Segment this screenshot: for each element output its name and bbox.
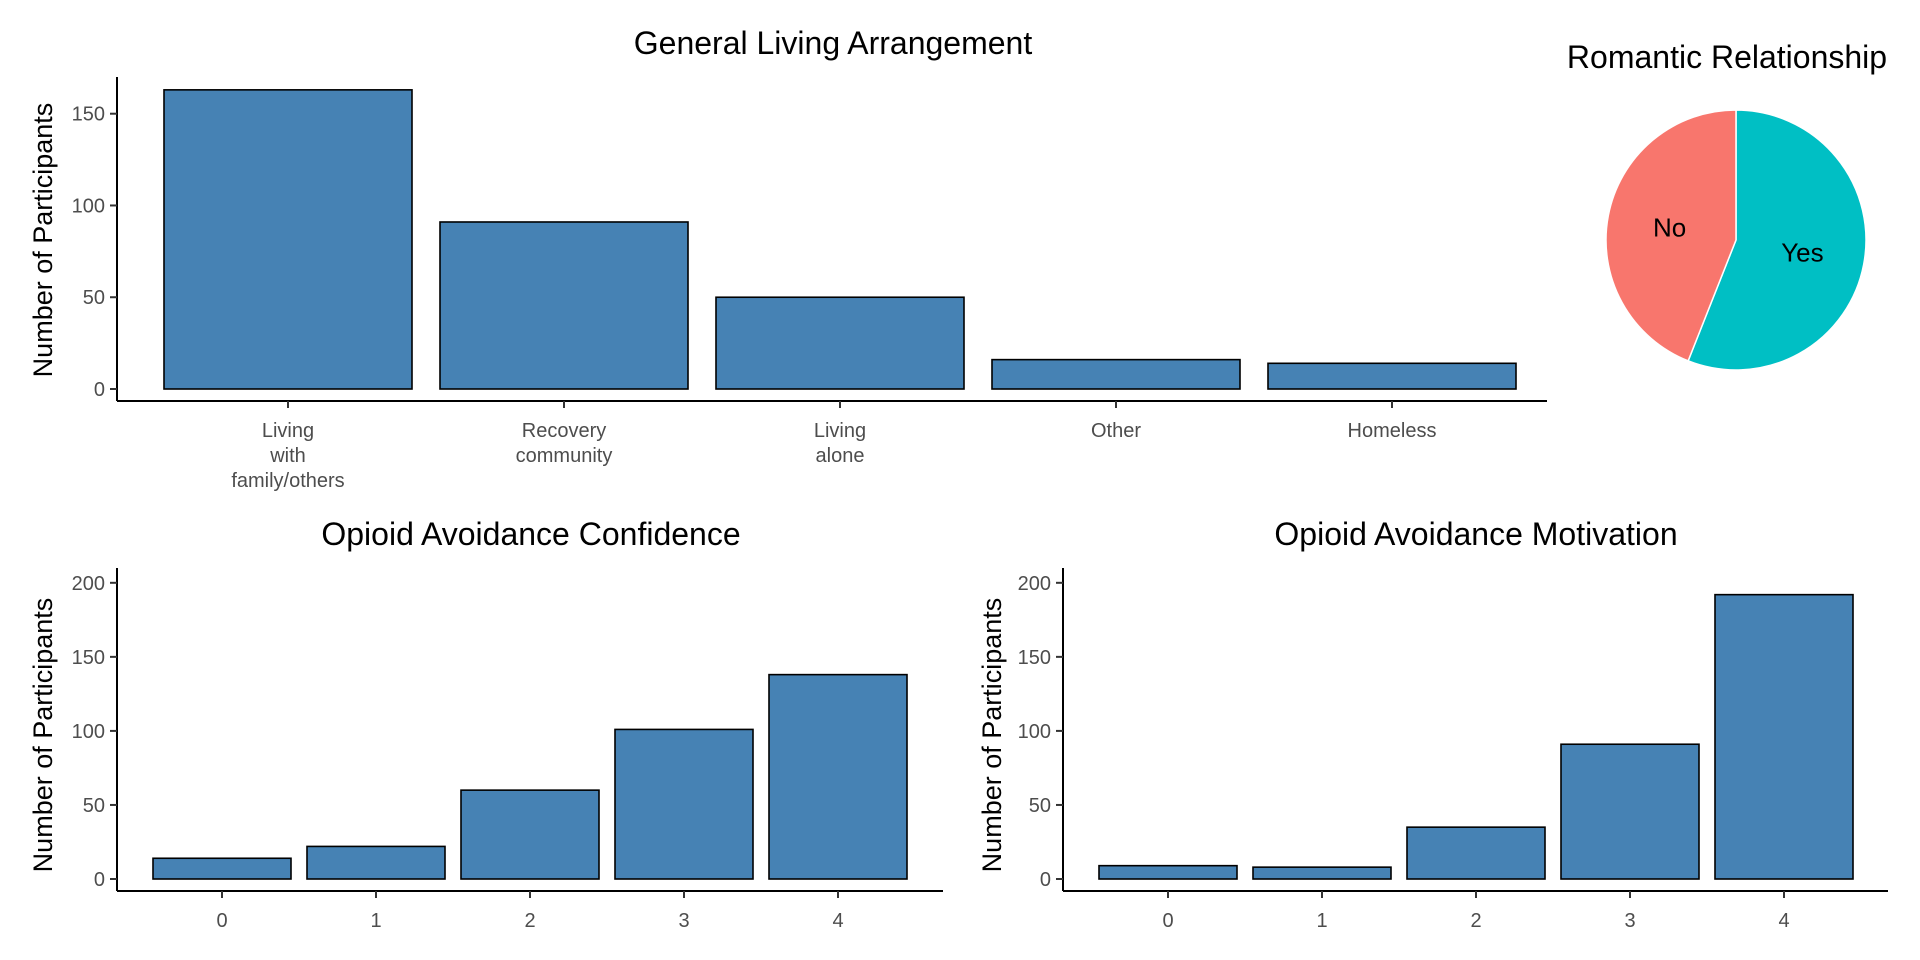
pie-label-yes: Yes bbox=[1781, 238, 1823, 268]
chart-title-motivation: Opioid Avoidance Motivation bbox=[1274, 516, 1677, 552]
y-tick-label: 0 bbox=[94, 379, 105, 401]
x-tick-label: Living alone bbox=[814, 420, 866, 467]
x-tick-label: Other bbox=[1091, 420, 1141, 442]
pie-area-romantic: Yes No bbox=[1605, 109, 1867, 371]
bar-confidence-3 bbox=[614, 728, 754, 880]
pie-slice-yes bbox=[1687, 109, 1867, 371]
x-tick-label: Recovery community bbox=[516, 420, 613, 467]
chart-title-confidence: Opioid Avoidance Confidence bbox=[321, 516, 740, 552]
plot-area-living: 0 50 100 150 Living with family/others Recovery… bbox=[72, 77, 1547, 492]
bar-motivation-1 bbox=[1252, 866, 1392, 880]
y-tick-label: 0 bbox=[94, 869, 105, 891]
y-tick-label: 0 bbox=[1040, 869, 1051, 891]
chart-title-romantic: Romantic Relationship bbox=[1567, 39, 1887, 75]
y-tick-label: 100 bbox=[1018, 721, 1051, 743]
pie-slice-no bbox=[1605, 109, 1737, 362]
x-tick-label: 3 bbox=[678, 910, 689, 932]
bar-confidence-2 bbox=[460, 789, 600, 880]
x-tick-label: Living with family/others bbox=[231, 420, 344, 492]
plot-area-confidence: 0 50 100 150 200 0 1 2 3 4 bbox=[72, 568, 943, 932]
bar-living-4 bbox=[1267, 362, 1517, 390]
y-tick-label: 200 bbox=[72, 573, 105, 595]
bar-confidence-0 bbox=[152, 857, 292, 880]
y-axis-label-motivation: Number of Participants bbox=[977, 598, 1007, 873]
y-tick-label: 50 bbox=[1029, 795, 1051, 817]
y-tick-label: 150 bbox=[1018, 647, 1051, 669]
x-tick-label: 4 bbox=[1778, 910, 1789, 932]
y-tick-label: 200 bbox=[1018, 573, 1051, 595]
y-tick-label: 50 bbox=[83, 795, 105, 817]
x-tick-label: 0 bbox=[1162, 910, 1173, 932]
y-tick-label: 150 bbox=[72, 647, 105, 669]
pie-label-no: No bbox=[1653, 212, 1686, 242]
bar-motivation-2 bbox=[1406, 826, 1546, 880]
y-tick-label: 50 bbox=[83, 287, 105, 309]
x-tick-label: 2 bbox=[524, 910, 535, 932]
bar-living-3 bbox=[991, 358, 1241, 390]
y-axis-label-living: Number of Participants bbox=[28, 103, 58, 378]
x-tick-label: 1 bbox=[1316, 910, 1327, 932]
bar-living-2 bbox=[715, 296, 965, 390]
bar-motivation-4 bbox=[1714, 593, 1854, 880]
y-tick-label: 100 bbox=[72, 721, 105, 743]
chart-title-living: General Living Arrangement bbox=[634, 25, 1033, 61]
bar-living-0 bbox=[163, 89, 413, 390]
x-tick-label: Homeless bbox=[1348, 420, 1437, 442]
x-tick-label: 2 bbox=[1470, 910, 1481, 932]
panel-romantic-relationship: Romantic Relationship Yes No bbox=[1567, 39, 1887, 371]
x-tick-label: 3 bbox=[1624, 910, 1635, 932]
bar-confidence-4 bbox=[768, 673, 908, 880]
panel-living-arrangement: General Living Arrangement Number of Par… bbox=[28, 25, 1547, 492]
bar-living-1 bbox=[439, 221, 689, 390]
y-axis-label-confidence: Number of Participants bbox=[28, 598, 58, 873]
bar-motivation-3 bbox=[1560, 743, 1700, 880]
x-tick-label: 1 bbox=[370, 910, 381, 932]
y-tick-label: 150 bbox=[72, 104, 105, 126]
x-tick-label: 0 bbox=[216, 910, 227, 932]
bar-motivation-0 bbox=[1098, 864, 1238, 880]
panel-avoidance-confidence: Opioid Avoidance Confidence Number of Pa… bbox=[28, 516, 943, 932]
plot-area-motivation: 0 50 100 150 200 0 1 2 3 4 bbox=[1018, 568, 1888, 932]
y-tick-label: 100 bbox=[72, 195, 105, 217]
bar-confidence-1 bbox=[306, 845, 446, 880]
panel-avoidance-motivation: Opioid Avoidance Motivation Number of Pa… bbox=[977, 516, 1888, 932]
x-tick-label: 4 bbox=[832, 910, 843, 932]
